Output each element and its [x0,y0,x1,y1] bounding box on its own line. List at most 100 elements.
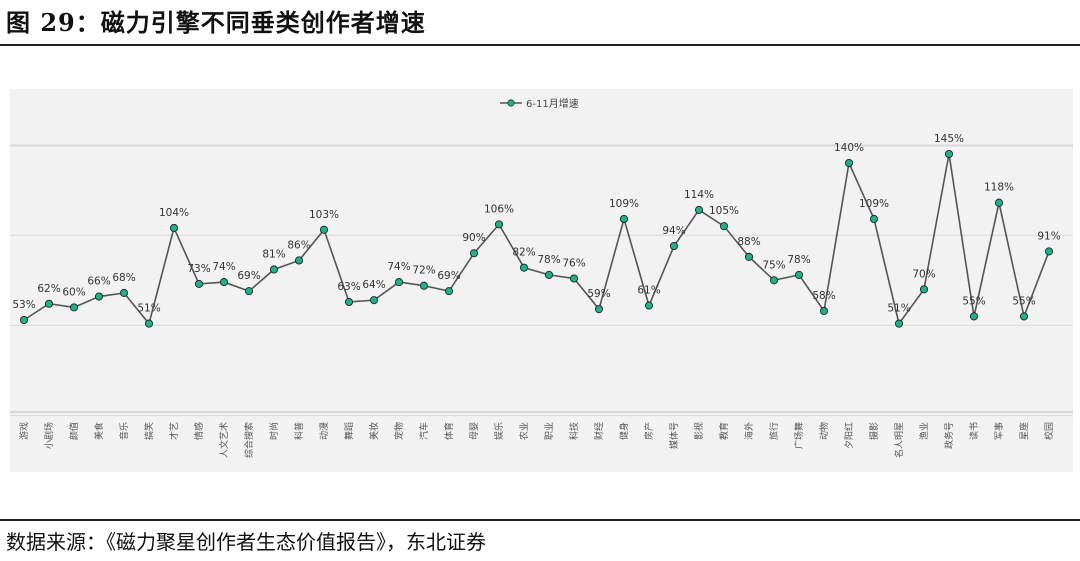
data-label: 109% [609,198,639,210]
x-tick-label: 汽车 [418,422,430,440]
data-point [144,319,154,328]
data-point [219,278,229,287]
x-tick-label: 政务号 [943,422,955,449]
data-label: 68% [112,272,135,284]
data-point [719,222,729,231]
figure-title: 图 29：磁力引擎不同垂类创作者增速 [6,8,426,37]
x-tick-label: 游戏 [18,422,30,440]
data-label: 55% [962,295,985,307]
data-label: 53% [12,299,35,311]
data-point [569,274,579,283]
x-tick-label: 广场舞 [793,422,805,449]
data-label: 94% [662,225,685,237]
x-tick-label: 搞笑 [143,422,155,440]
title-divider [0,44,1080,46]
x-tick-label: 旅行 [768,422,780,440]
data-point [994,198,1004,207]
data-label: 64% [362,279,385,291]
data-point [119,288,129,297]
data-point [494,220,504,229]
source-note: 数据来源：《磁力聚星创作者生态价值报告》，东北证券 [6,530,486,554]
data-label: 103% [309,209,339,221]
data-point [19,315,29,325]
x-tick-label: 海外 [743,422,755,440]
x-tick-label: 娱乐 [493,422,505,440]
data-point [969,312,979,321]
data-label: 72% [412,265,435,277]
data-label: 60% [62,286,85,298]
data-point [919,285,929,294]
x-tick-label: 美食 [93,422,105,440]
data-label: 90% [462,232,485,244]
data-label: 91% [1037,230,1060,242]
data-point [319,225,329,234]
data-label: 58% [812,290,835,302]
data-point [519,263,529,272]
data-point [819,306,829,316]
data-label: 69% [437,270,460,282]
data-label: 81% [262,248,285,260]
data-point [894,319,904,328]
x-tick-label: 房产 [643,422,655,440]
data-label: 104% [159,207,189,219]
x-tick-label: 宠物 [393,422,405,440]
data-label: 63% [337,281,360,293]
data-label: 73% [187,263,210,275]
data-point [794,270,804,279]
data-point [194,279,204,288]
data-point [544,270,554,279]
x-tick-label: 渔业 [919,422,930,440]
data-point [844,158,854,168]
legend: 6-11月增速 [500,97,579,110]
x-tick-label: 农业 [518,422,530,440]
data-point [444,287,454,296]
data-point [344,297,354,307]
data-point [419,281,429,290]
data-point [869,214,879,224]
data-label: 106% [484,203,514,215]
data-point [944,149,954,159]
x-tick-label: 职业 [544,422,555,440]
x-tick-label: 动漫 [318,422,330,440]
x-tick-label: 综合搜索 [243,422,255,458]
x-tick-label: 音乐 [118,422,130,440]
data-label: 76% [562,258,585,270]
x-tick-label: 摄影 [868,422,880,440]
x-tick-label: 读书 [968,422,980,440]
data-label: 61% [637,285,660,297]
data-point [469,249,479,258]
x-tick-label: 夕阳红 [843,422,855,449]
data-label: 105% [709,205,739,217]
data-point [1044,247,1054,256]
data-point [619,214,629,224]
data-label: 66% [87,276,110,288]
data-point [44,299,54,308]
source-divider [0,519,1080,521]
data-label: 145% [934,133,964,145]
data-label: 59% [587,288,610,300]
x-tick-label: 动物 [818,422,830,440]
x-tick-label: 名人明星 [893,422,905,458]
legend-label: 6-11月增速 [526,97,579,110]
x-tick-label: 美妆 [368,422,380,440]
data-label: 82% [512,247,535,259]
x-tick-label: 科技 [568,422,580,440]
data-label: 74% [212,261,235,273]
x-tick-label: 影视 [693,422,705,440]
x-tick-label: 才艺 [168,422,180,440]
data-point [1019,312,1029,321]
x-tick-label: 教育 [718,422,730,440]
data-label: 78% [787,254,810,266]
data-point [294,256,304,265]
data-point [694,205,704,214]
data-point [644,301,654,310]
data-label: 86% [287,239,310,251]
legend-marker [507,99,515,107]
data-point [169,223,179,233]
x-tick-label: 健身 [618,422,630,440]
data-label: 51% [887,303,910,315]
data-label: 78% [537,254,560,266]
series-line [23,153,1050,326]
data-label: 70% [912,268,935,280]
